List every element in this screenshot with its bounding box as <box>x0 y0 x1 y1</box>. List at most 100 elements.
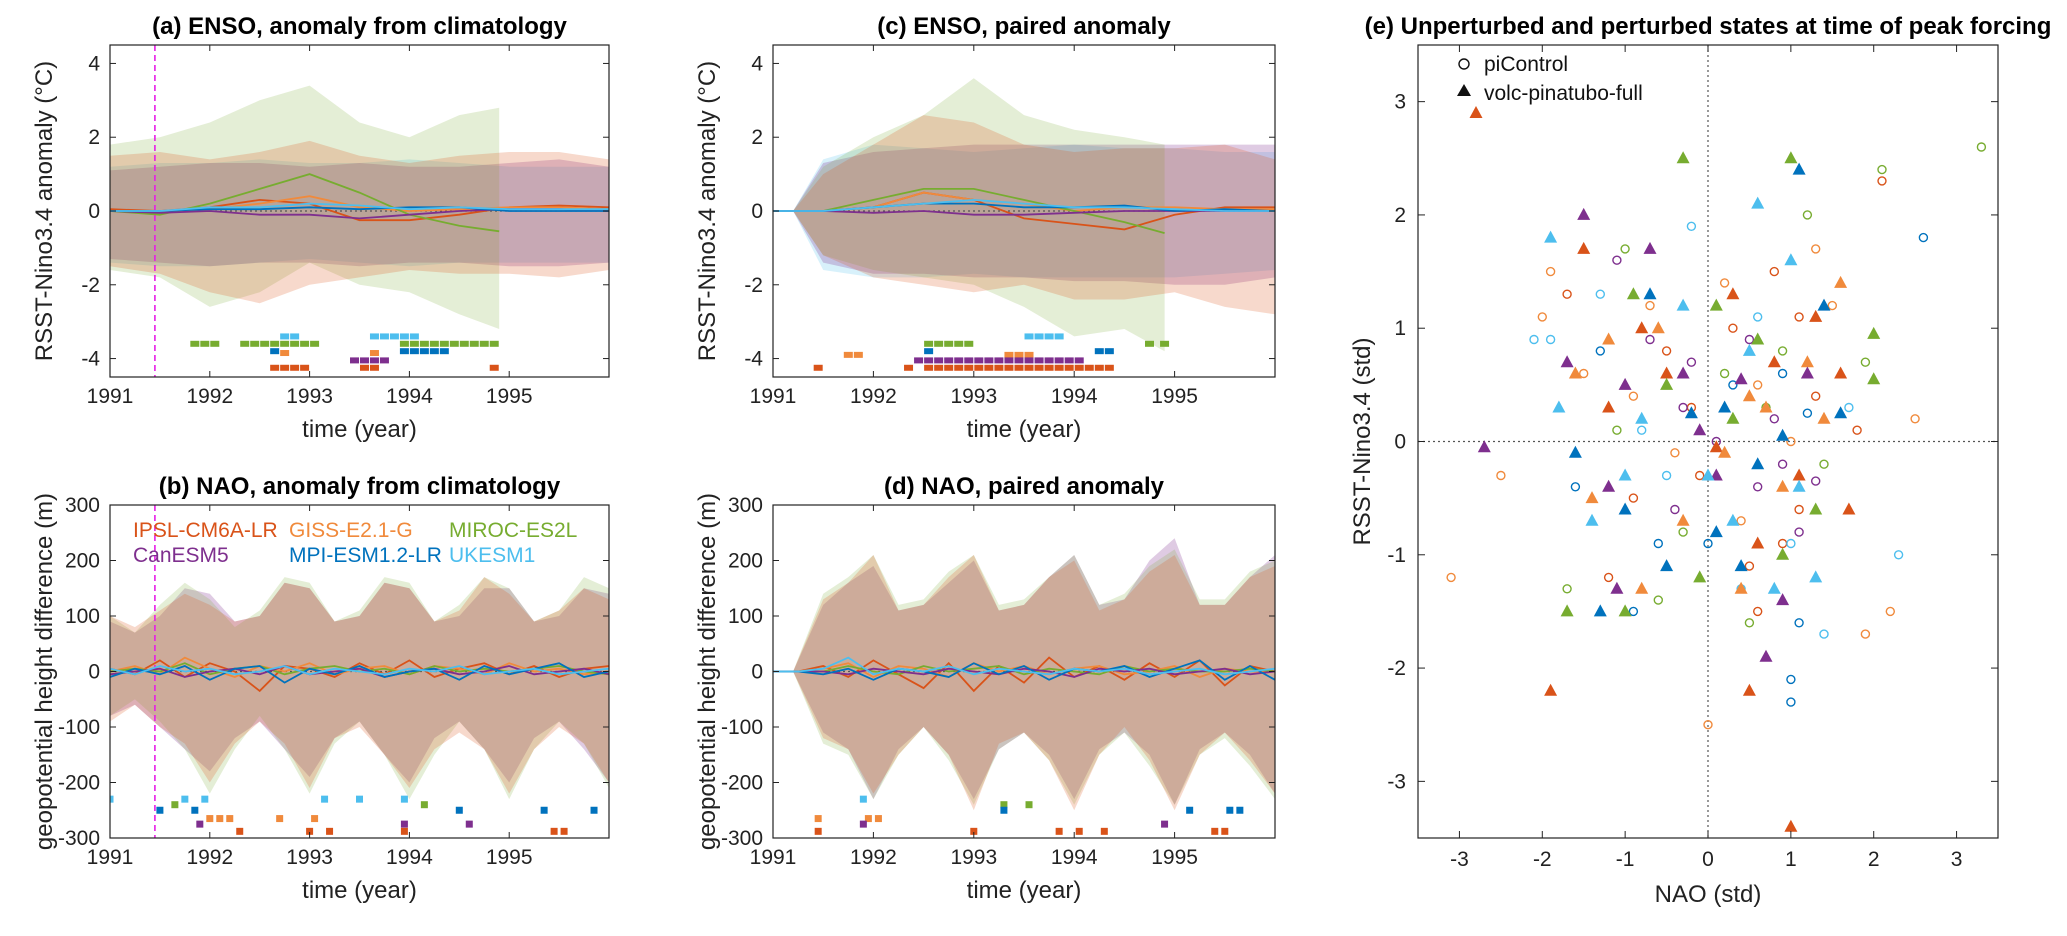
y-tick-label: 0 <box>88 661 100 684</box>
significance-marker-miroc-es2l <box>250 340 260 347</box>
significance-marker-ukesm1 <box>400 795 408 803</box>
volc-point-giss-e2-1-g <box>1759 400 1773 413</box>
picontrol-point-ipsl-cm6a-lr <box>1661 346 1672 356</box>
significance-marker-canesm5 <box>974 357 984 364</box>
picontrol-point-ipsl-cm6a-lr <box>1744 561 1755 571</box>
volc-point-ipsl-cm6a-lr <box>1635 321 1649 334</box>
significance-marker-ipsl-cm6a-lr <box>400 827 408 835</box>
volc-point-canesm5 <box>1759 649 1773 662</box>
picontrol-point-giss-e2-1-g <box>1719 278 1730 288</box>
y-tick-label: -300 <box>58 827 100 850</box>
significance-marker-mpi-esm1-2-lr <box>590 806 598 814</box>
band-ipsl-cm6a-lr <box>110 140 609 304</box>
significance-marker-ipsl-cm6a-lr <box>270 364 280 371</box>
volc-point-ipsl-cm6a-lr <box>1792 468 1806 481</box>
volc-point-canesm5 <box>1709 468 1723 481</box>
volc-point-mpi-esm1-2-lr <box>1568 445 1582 458</box>
significance-marker-ipsl-cm6a-lr <box>359 364 369 371</box>
significance-marker-ipsl-cm6a-lr <box>964 364 974 371</box>
significance-marker-ipsl-cm6a-lr <box>1104 364 1114 371</box>
volc-point-miroc-es2l <box>1709 298 1723 311</box>
volc-point-giss-e2-1-g <box>1718 445 1732 458</box>
significance-marker-miroc-es2l <box>924 340 934 347</box>
x-tick-label: 1994 <box>386 846 433 869</box>
significance-marker-canesm5 <box>1074 357 1084 364</box>
picontrol-point-giss-e2-1-g <box>1827 300 1838 311</box>
volc-point-ipsl-cm6a-lr <box>1842 502 1856 515</box>
y-tick-label: 0 <box>751 200 763 223</box>
band-miroc-es2l <box>110 577 609 800</box>
significance-marker-canesm5 <box>924 357 934 364</box>
picontrol-point-mpi-esm1-2-lr <box>1786 697 1796 707</box>
picontrol-point-giss-e2-1-g <box>1545 266 1556 277</box>
picontrol-point-miroc-es2l <box>1819 459 1829 469</box>
plot-area <box>110 45 609 377</box>
significance-marker-ipsl-cm6a-lr <box>994 364 1004 371</box>
x-tick-label: 1994 <box>386 385 433 408</box>
significance-marker-mpi-esm1-2-lr <box>419 348 429 355</box>
x-tick-label: 1992 <box>186 846 233 869</box>
picontrol-point-ukesm1 <box>1595 289 1606 299</box>
picontrol-point-miroc-es2l <box>1719 368 1730 379</box>
significance-marker-ukesm1 <box>201 795 209 803</box>
significance-marker-miroc-es2l <box>1160 340 1170 347</box>
significance-marker-miroc-es2l <box>439 340 449 347</box>
legend-marker-picontrol <box>1458 58 1470 70</box>
volc-point-miroc-es2l <box>1776 547 1790 560</box>
significance-marker-giss-e2-1-g <box>369 350 379 357</box>
series-line-miroc-es2l <box>773 188 1165 234</box>
volc-point-ipsl-cm6a-lr <box>1602 400 1616 413</box>
picontrol-point-canesm5 <box>1744 334 1755 345</box>
significance-marker-ipsl-cm6a-lr <box>1004 364 1014 371</box>
volc-point-canesm5 <box>1734 372 1748 385</box>
volc-point-giss-e2-1-g <box>1734 581 1748 594</box>
volc-point-canesm5 <box>1800 366 1814 379</box>
significance-marker-ukesm1 <box>181 795 189 803</box>
picontrol-point-ipsl-cm6a-lr <box>1628 493 1639 503</box>
volc-point-ipsl-cm6a-lr <box>1709 440 1723 453</box>
significance-marker-giss-e2-1-g <box>853 351 863 358</box>
significance-marker-mpi-esm1-2-lr <box>1236 806 1244 814</box>
volc-point-mpi-esm1-2-lr <box>1684 406 1698 419</box>
significance-marker-giss-e2-1-g <box>1024 351 1034 358</box>
picontrol-point-canesm5 <box>1670 504 1680 515</box>
picontrol-point-canesm5 <box>1678 402 1688 413</box>
picontrol-point-mpi-esm1-2-lr <box>1570 482 1581 492</box>
volc-point-ukesm1 <box>1552 400 1566 413</box>
significance-marker-giss-e2-1-g <box>216 815 224 823</box>
significance-marker-miroc-es2l <box>1025 801 1033 809</box>
plot-frame <box>109 504 610 839</box>
significance-marker-mpi-esm1-2-lr <box>1000 806 1008 814</box>
plot-area <box>110 505 609 838</box>
volc-point-giss-e2-1-g <box>1568 366 1582 379</box>
picontrol-point-mpi-esm1-2-lr <box>1595 346 1606 356</box>
legend-entry-ukesm1: UKESM1 <box>449 544 535 567</box>
significance-marker-miroc-es2l <box>310 340 320 347</box>
picontrol-point-miroc-es2l <box>1777 346 1788 356</box>
picontrol-point-miroc-es2l <box>1877 164 1887 175</box>
series-line-ukesm1 <box>773 656 1275 676</box>
y-tick-label: 4 <box>88 52 100 75</box>
volc-point-ukesm1 <box>1751 196 1765 209</box>
significance-marker-canesm5 <box>1024 357 1034 364</box>
significance-marker-canesm5 <box>1044 357 1054 364</box>
picontrol-point-mpi-esm1-2-lr <box>1794 618 1804 628</box>
picontrol-point-ukesm1 <box>1636 425 1647 435</box>
x-tick-label: 1992 <box>850 846 897 869</box>
volc-point-ipsl-cm6a-lr <box>1660 366 1674 379</box>
significance-marker-canesm5 <box>1064 357 1074 364</box>
volc-point-giss-e2-1-g <box>1585 491 1599 504</box>
significance-marker-canesm5 <box>1054 357 1064 364</box>
significance-marker-giss-e2-1-g <box>276 815 284 823</box>
volc-point-canesm5 <box>1577 207 1591 220</box>
significance-marker-miroc-es2l <box>409 340 419 347</box>
volc-point-mpi-esm1-2-lr <box>1817 298 1831 311</box>
significance-marker-mpi-esm1-2-lr <box>540 806 548 814</box>
volc-point-ipsl-cm6a-lr <box>1767 355 1781 368</box>
x-tick-label: 1995 <box>1151 385 1198 408</box>
significance-marker-ipsl-cm6a-lr <box>1100 827 1108 835</box>
x-tick-label: 1993 <box>286 385 333 408</box>
significance-marker-ipsl-cm6a-lr <box>1044 364 1054 371</box>
significance-marker-ipsl-cm6a-lr <box>300 364 310 371</box>
volc-point-mpi-esm1-2-lr <box>1718 400 1732 413</box>
